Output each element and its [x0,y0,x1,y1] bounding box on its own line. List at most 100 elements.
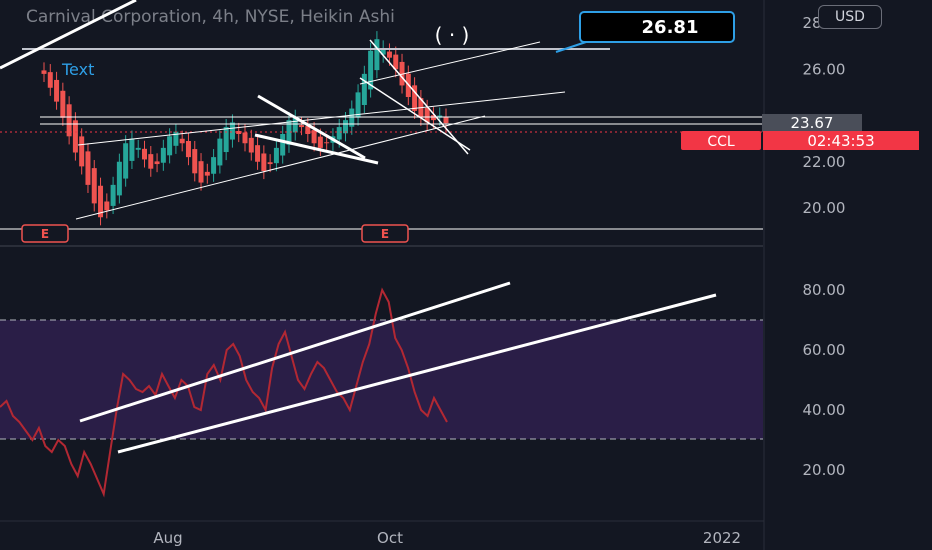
candle-body [66,104,72,137]
candle-body [129,138,135,161]
price-badge-value: 23.67 [791,114,834,132]
candle-body [324,142,330,144]
candle-body [229,122,235,140]
rsi-axis-label: 40.00 [803,401,846,419]
candle-body [223,127,229,153]
candle-body [299,125,305,128]
candle-body [443,116,449,124]
price-axis-label: 26.00 [803,60,846,78]
candle-body [54,79,60,102]
rsi-trend-line-lower[interactable] [117,293,717,454]
flag-bottom-line[interactable] [359,77,471,151]
svg-text:E: E [41,227,49,241]
candle-body [91,168,97,204]
text-annotation[interactable]: Text [61,60,94,79]
candle-body [47,72,53,88]
candle-body [273,147,279,164]
candle-body [343,120,348,134]
candle-body [361,73,367,106]
candle-body [79,136,85,167]
candle-body [217,138,223,166]
candle-body [248,137,254,153]
candle-body [355,92,361,118]
callout-box[interactable] [579,11,735,43]
time-axis[interactable]: Aug Oct 2022 [153,529,741,547]
candle-body [386,51,392,58]
candle-body [368,50,374,90]
rsi-line[interactable] [0,287,448,498]
channel-upper-line[interactable] [77,91,566,146]
annotation-symbol[interactable]: ( · ) [435,23,470,47]
candle-body [280,134,286,156]
callout-price: 26.81 [642,17,699,38]
candle-body [179,138,185,144]
ticker-badge [681,131,761,150]
candle-body [374,39,380,71]
candle-body [412,85,418,111]
rsi-trend-line-upper[interactable] [79,281,511,423]
price-axis-label: 20.00 [803,199,846,217]
candle-body [154,161,160,165]
candle-body [305,126,311,134]
flag-bottom-line[interactable] [254,133,379,165]
candle-body [72,120,78,153]
candle-body [336,127,342,140]
candle-body [85,151,91,185]
candle-body [317,136,323,148]
candle-body [142,148,147,160]
candle-body [292,117,298,133]
candle-body [116,161,122,196]
candle-body [41,70,47,74]
candle-body [380,48,386,55]
candle-body [204,171,210,176]
candle-body [98,185,104,218]
rsi-band [0,320,763,439]
channel-lower-line[interactable] [75,115,486,220]
candle-body [424,107,430,123]
earnings-marker[interactable]: E [361,224,409,243]
flag-top-line[interactable] [257,94,366,160]
rsi-axis-label: 60.00 [803,341,846,359]
candle-body [110,184,116,206]
time-axis-label: Aug [153,529,182,547]
flag-top-line[interactable] [369,39,469,155]
time-axis-label: 2022 [703,529,741,547]
candles-group [41,31,449,226]
svg-text:E: E [381,227,389,241]
rsi-axis-label: 80.00 [803,281,846,299]
rsi-axis-label: 20.00 [803,461,846,479]
candle-body [167,136,173,156]
candle-body [286,120,292,145]
candle-body [255,145,261,162]
countdown-badge [763,131,919,150]
candle-body [242,132,248,144]
candle-body [173,131,179,146]
candle-body [60,90,66,118]
channel-mid-line[interactable] [359,41,541,85]
candle-body [211,157,217,174]
currency-button[interactable]: USD [818,5,882,29]
candle-body [192,149,198,174]
candle-body [104,201,110,211]
candle-body [311,130,317,144]
trend-line[interactable] [0,0,137,70]
candle-body [393,54,399,70]
earnings-marker[interactable]: E [21,224,69,243]
candle-body [123,143,129,179]
candle-body [430,115,436,121]
countdown-value: 02:43:53 [807,132,874,150]
candle-body [185,140,191,158]
candle-body [267,162,273,165]
price-axis-label: 22.00 [803,153,846,171]
candle-body [349,108,355,127]
candle-body [261,153,267,171]
candle-body [148,154,154,169]
rsi-axis[interactable]: 80.00 60.00 40.00 20.00 [803,281,846,479]
time-axis-label: Oct [377,529,403,547]
ticker-badge-label: CCL [707,134,735,150]
candle-body [160,147,166,163]
candle-body [236,130,242,134]
candle-body [198,161,204,183]
